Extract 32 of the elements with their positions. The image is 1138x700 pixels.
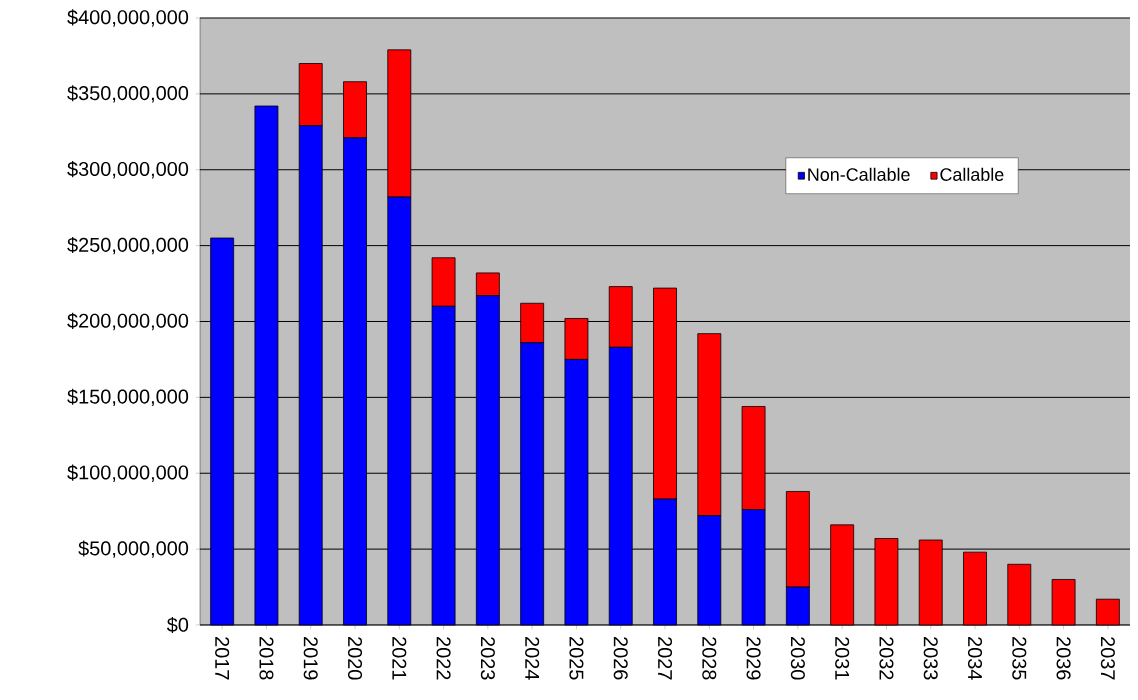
legend-label: Callable — [940, 167, 1004, 181]
x-tick-label: 2026 — [613, 637, 628, 680]
x-tick-label: 2030 — [790, 637, 805, 680]
x-tick-label: 2031 — [835, 637, 850, 680]
x-tick-label: 2023 — [480, 637, 495, 680]
x-tick-label: 2032 — [879, 637, 894, 680]
x-tick-label: 2018 — [259, 637, 274, 680]
y-tick-label: $100,000,000 — [67, 464, 189, 482]
x-tick-label: 2033 — [923, 637, 938, 680]
x-tick-label: 2035 — [1012, 637, 1027, 680]
y-tick-label: $200,000,000 — [67, 312, 189, 331]
x-tick-label: 2024 — [525, 637, 540, 680]
y-tick-label: $350,000,000 — [67, 85, 189, 103]
x-tick-label: 2020 — [347, 637, 363, 680]
x-tick-label: 2021 — [392, 637, 407, 680]
y-tick-label: $400,000,000 — [67, 9, 189, 27]
y-tick-label: $50,000,000 — [78, 540, 189, 558]
y-tick-label: $150,000,000 — [67, 388, 189, 407]
x-tick-label: 2037 — [1100, 637, 1115, 680]
x-tick-label: 2022 — [436, 637, 451, 680]
x-tick-label: 2025 — [569, 637, 584, 680]
x-tick-label: 2036 — [1056, 637, 1071, 680]
legend-label: Non-Callable — [808, 167, 910, 181]
x-tick-label: 2017 — [215, 637, 230, 680]
x-tick-label: 2034 — [967, 637, 983, 680]
y-tick-label: $300,000,000 — [67, 161, 189, 179]
y-tick-label: $250,000,000 — [67, 236, 189, 255]
x-tick-label: 2027 — [657, 637, 673, 680]
y-tick-label: $0 — [166, 616, 189, 634]
x-tick-label: 2029 — [746, 637, 761, 680]
x-tick-label: 2028 — [702, 637, 717, 680]
x-tick-label: 2019 — [303, 637, 318, 680]
